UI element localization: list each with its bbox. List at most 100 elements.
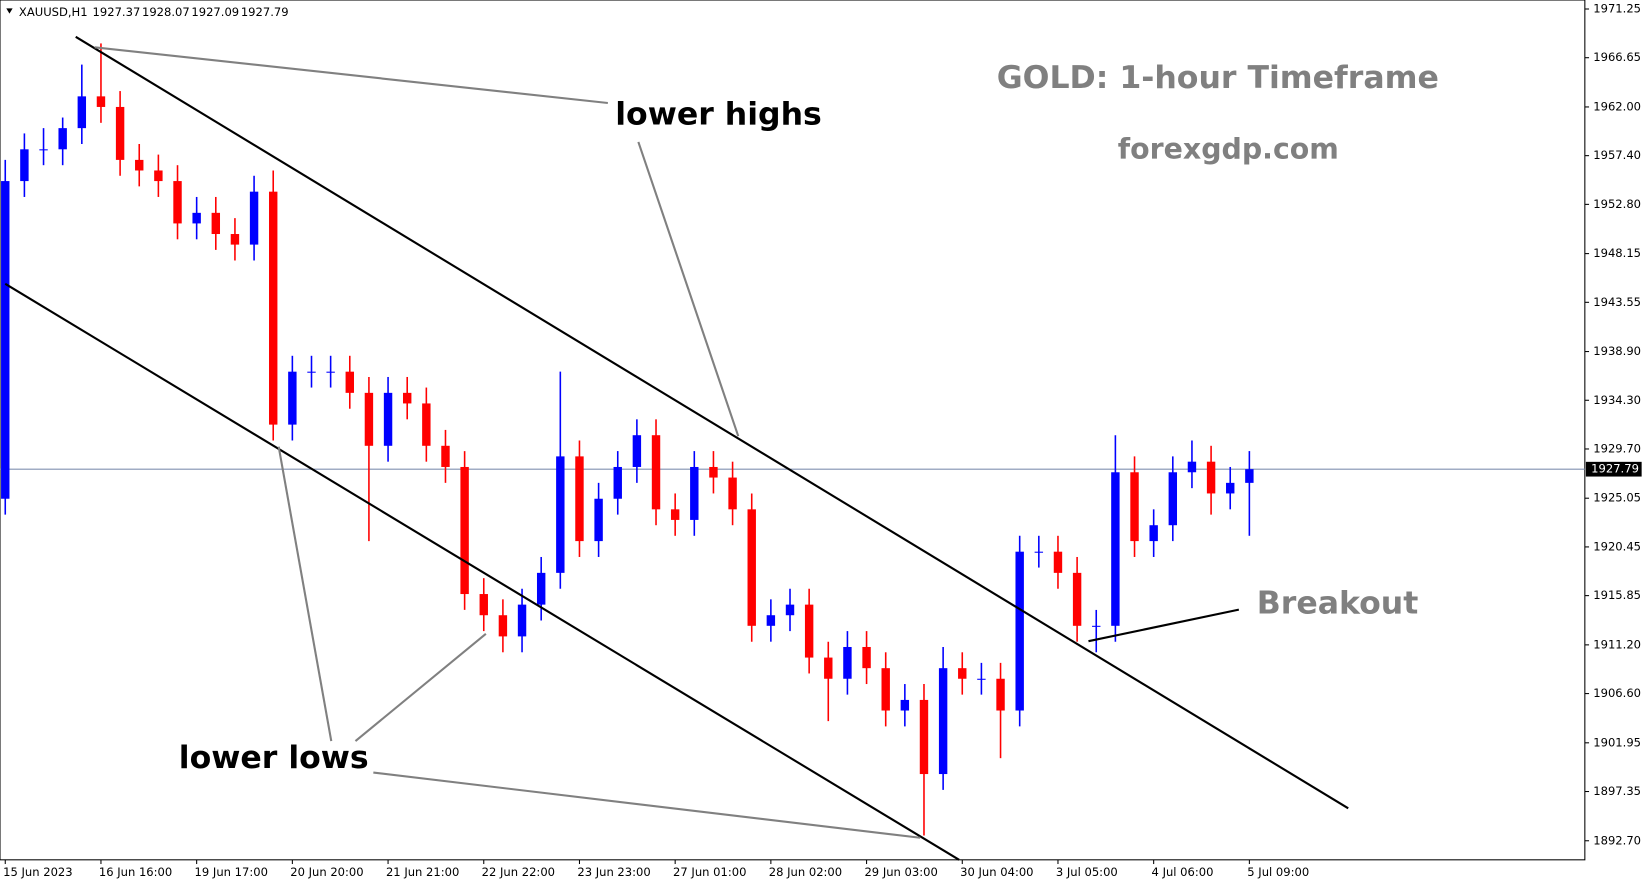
candle-body [881,668,890,711]
candle-body [1187,461,1197,473]
y-tick-label: 1925.05 [1593,491,1641,505]
annotation: Breakout [1257,585,1419,621]
trend-lines [4,35,1349,861]
candle-body [1111,472,1120,626]
candle-body [517,604,527,637]
pointer-line [354,633,487,742]
channel-upper [75,35,1349,810]
candle-body [460,466,469,595]
candle-body [958,668,967,679]
candle-body [1149,525,1158,542]
candle-body [383,392,393,446]
y-tick-label: 1892.70 [1593,833,1641,847]
candle-body [632,435,642,467]
y-tick-label: 1952.80 [1593,197,1641,211]
candle-body [709,466,718,478]
candle-body [766,615,776,626]
candle-body [479,594,488,616]
x-tick-label: 20 Jun 20:00 [290,865,363,879]
candle-body [211,212,221,235]
candle-body [77,96,87,129]
candle-body [20,149,29,182]
x-tick-label: 29 Jun 03:00 [864,865,937,879]
candle-body [96,96,106,107]
price-label-box [1585,461,1642,477]
header-value: 1928.07 [142,5,190,19]
y-tick-label: 1957.40 [1593,148,1641,162]
candle-body [269,191,278,425]
candle-body [785,604,795,616]
x-tick-label: 30 Jun 04:00 [960,865,1033,879]
candle-body [154,170,163,182]
y-tick-label: 1943.55 [1593,295,1641,309]
channel-lower [4,282,960,861]
pointer-line [373,771,921,839]
candle-body [843,646,852,679]
x-tick-label: 19 Jun 17:00 [195,865,268,879]
symbol-arrow [6,8,13,14]
y-tick-label: 1911.20 [1593,637,1641,651]
pointer-line [637,141,740,437]
candle-body [1226,482,1235,494]
y-tick-label: 1962.00 [1593,99,1641,113]
candle-body [613,466,622,499]
candle-body [345,371,354,393]
candle-body [536,572,546,605]
candle-body [1092,625,1101,627]
pointer-line [94,46,608,105]
candle-body [58,128,67,150]
candle-body [1015,551,1024,711]
candle-body [1,181,10,499]
y-tick-label: 1897.35 [1593,784,1641,798]
candle-body [1206,461,1216,494]
candle-body [326,371,335,373]
y-tick-label: 1929.70 [1593,441,1641,455]
y-tick-label: 1901.95 [1593,735,1641,749]
candle-body [115,106,125,160]
annotation: lower lows [179,740,369,776]
candle-body [39,149,48,151]
candle-body [594,498,603,542]
x-tick-label: 4 Jul 06:00 [1152,865,1214,879]
candle-body [690,466,699,520]
symbol: XAUUSD,H1 [19,5,88,19]
y-tick-label: 1948.15 [1593,246,1641,260]
candle-body [364,392,374,446]
candle-body [1245,469,1254,483]
plot-frame [0,0,1586,861]
candle-body [1053,551,1063,573]
candle-body [919,699,929,775]
candle-body [938,668,948,775]
chart-title: GOLD: 1-hour Timeframe [997,60,1439,96]
y-tick-label: 1938.90 [1593,344,1641,358]
candle-body [575,456,584,542]
candle-body [422,403,431,446]
header-value: 1927.37 [93,5,141,19]
header-value: 1927.79 [241,5,289,19]
candle-body [824,657,833,679]
candle-body [728,477,737,510]
candle-body [402,392,412,404]
y-tick-label: 1966.65 [1593,50,1641,64]
candle-body [1034,551,1044,553]
candle-body [1130,472,1139,542]
y-tick-label: 1915.85 [1593,588,1641,602]
candle-body [498,615,508,637]
x-tick-label: 5 Jul 09:00 [1247,865,1309,879]
candle-body [977,678,986,680]
annotation: lower highs [615,97,822,133]
x-tick-label: 22 Jun 22:00 [482,865,555,879]
candle-body [307,371,316,373]
candle-body [1168,472,1178,526]
price-label: 1927.79 [1591,462,1639,476]
x-tick-label: 16 Jun 16:00 [99,865,172,879]
x-tick-label: 3 Jul 05:00 [1056,865,1118,879]
y-tick-label: 1934.30 [1593,393,1641,407]
header-value: 1927.09 [191,5,239,19]
candle-body [862,646,871,669]
x-tick-label: 15 Jun 2023 [3,865,72,879]
y-tick-label: 1920.45 [1593,539,1641,553]
pointer-line [277,446,333,742]
x-tick-label: 28 Jun 02:00 [769,865,842,879]
